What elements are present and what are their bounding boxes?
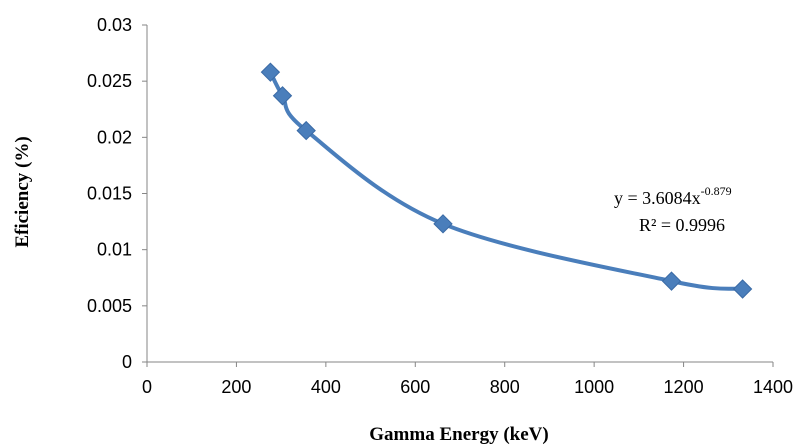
equation-base: y = 3.6084x <box>614 188 701 208</box>
x-tick-label: 600 <box>400 377 430 397</box>
equation-exponent: -0.879 <box>701 184 732 198</box>
data-point-marker <box>260 62 281 82</box>
x-tick-label: 200 <box>221 377 251 397</box>
y-tick-label: 0.015 <box>87 184 132 204</box>
x-tick-label: 1200 <box>664 377 704 397</box>
y-tick-label: 0.02 <box>97 127 132 147</box>
data-point-marker <box>661 271 682 291</box>
x-tick-label: 400 <box>311 377 341 397</box>
data-point-marker <box>433 214 453 234</box>
y-tick-labels: 0 0.005 0.01 0.015 0.02 0.025 0.03 <box>87 15 132 372</box>
x-tick-labels: 0 200 400 600 800 1000 1200 1400 <box>142 377 793 397</box>
y-tick-label: 0.005 <box>87 296 132 316</box>
data-markers <box>260 62 753 299</box>
y-tick-label: 0.01 <box>97 240 132 260</box>
series-line <box>268 70 745 291</box>
trendline-equation: y = 3.6084x-0.879 <box>614 184 732 208</box>
axes <box>142 24 774 367</box>
x-tick-label: 1000 <box>574 377 614 397</box>
y-tick-label: 0.03 <box>97 15 132 35</box>
data-point-marker <box>296 120 316 141</box>
x-tick-label: 1400 <box>753 377 793 397</box>
x-tick-label: 800 <box>490 377 520 397</box>
x-tick-label: 0 <box>142 377 152 397</box>
y-tick-label: 0.025 <box>87 71 132 91</box>
data-point-marker <box>732 279 753 299</box>
y-tick-label: 0 <box>122 352 132 372</box>
x-axis-title: Gamma Energy (keV) <box>369 424 548 445</box>
r-squared-label: R² = 0.9996 <box>639 215 725 235</box>
y-axis-title: Eficiency (%) <box>12 136 33 247</box>
data-point-marker <box>272 86 293 106</box>
